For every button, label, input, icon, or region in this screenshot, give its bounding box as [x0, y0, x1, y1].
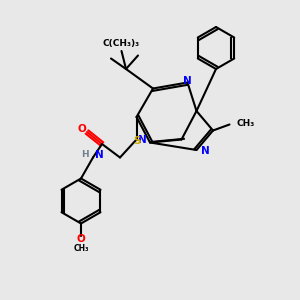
- Text: H: H: [81, 150, 88, 159]
- Text: N: N: [201, 146, 210, 157]
- Text: S: S: [133, 136, 141, 146]
- Text: N: N: [94, 149, 103, 160]
- Text: O: O: [77, 124, 86, 134]
- Text: CH₃: CH₃: [73, 244, 89, 253]
- Text: CH₃: CH₃: [237, 118, 255, 127]
- Text: C(CH₃)₃: C(CH₃)₃: [103, 39, 140, 48]
- Text: O: O: [76, 234, 85, 244]
- Text: N: N: [138, 135, 146, 145]
- Text: N: N: [183, 76, 192, 86]
